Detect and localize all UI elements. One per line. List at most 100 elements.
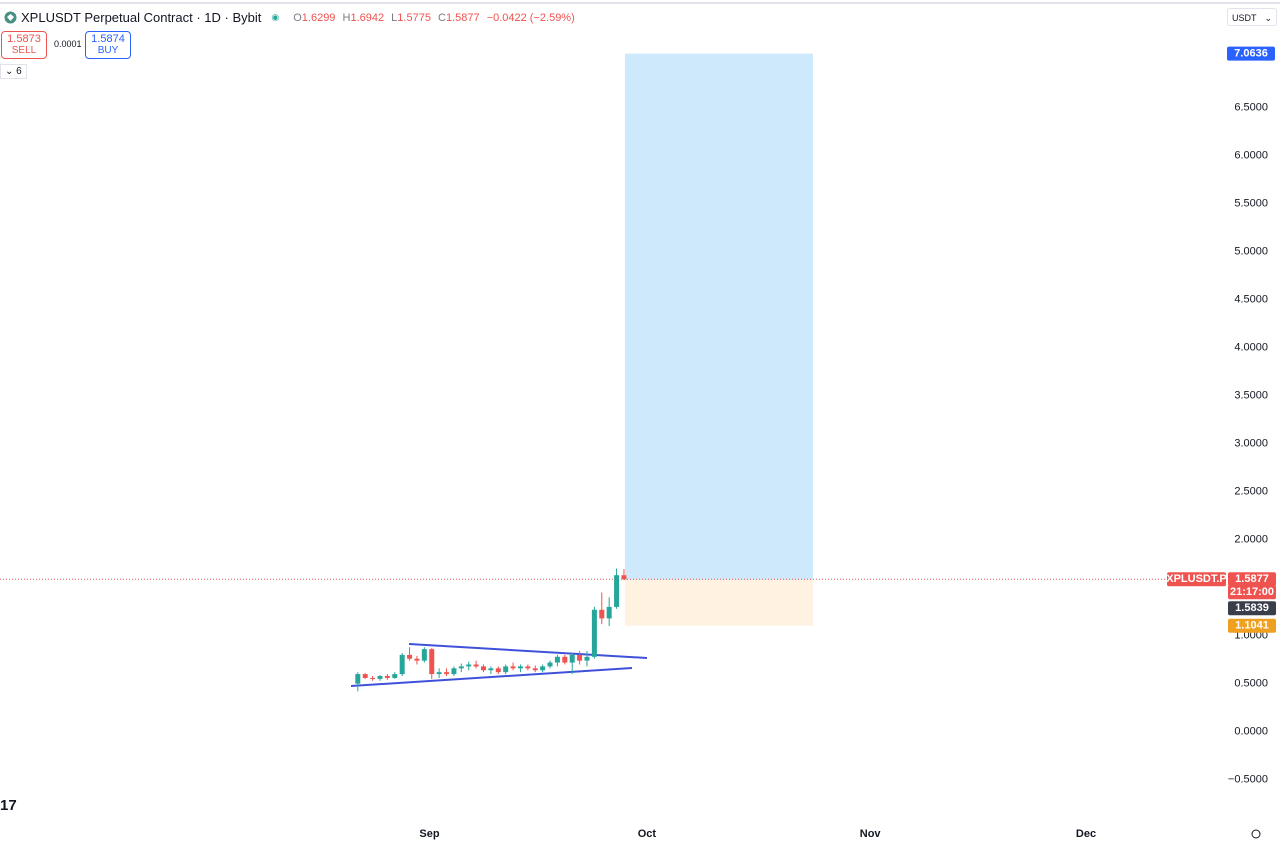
symbol-title[interactable]: XPLUSDT Perpetual Contract · 1D · Bybit — [21, 10, 262, 25]
y-tick-label: 3.0000 — [1234, 438, 1268, 450]
candle-body — [362, 674, 368, 678]
ohlc-label: O — [293, 11, 302, 24]
y-tick-label: 5.5000 — [1234, 198, 1268, 210]
ohlc: O1.6299 H1.6942 L1.5775 C1.5877 −0.0422 … — [293, 12, 579, 24]
candle-body — [473, 664, 479, 667]
buy-button[interactable]: 1.5874 BUY — [85, 31, 131, 59]
entry-label-text: 1.5839 — [1235, 602, 1269, 614]
ohlc-value: 1.6299 — [301, 11, 336, 24]
candle-body — [414, 658, 420, 661]
candle-body — [569, 654, 575, 663]
change: −0.0422 (−2.59%) — [486, 11, 575, 24]
y-tick-label: 3.5000 — [1234, 390, 1268, 402]
status-dot: ◉ — [271, 12, 280, 22]
tv-logo: 17 — [0, 797, 17, 814]
stop-label: 1.1041 — [1228, 618, 1276, 633]
stop-label-bg — [1228, 618, 1276, 633]
symbol-label-bg — [1167, 572, 1226, 587]
buy-price: 1.5874 — [91, 33, 125, 45]
ohlc-value: 1.5775 — [397, 11, 431, 24]
countdown-label: 21:17:00 — [1228, 585, 1276, 600]
candle-body — [577, 654, 583, 661]
ohlc-label: H — [342, 11, 351, 24]
candle-body — [540, 666, 546, 671]
entry-label-bg — [1228, 601, 1276, 616]
y-tick-label: 2.0000 — [1234, 534, 1268, 546]
target-label-text: 7.0636 — [1234, 48, 1268, 60]
candle-body — [591, 609, 597, 657]
candle-body — [532, 668, 538, 671]
candle-body — [436, 672, 442, 675]
candle-body — [458, 666, 464, 669]
candle-body — [444, 672, 450, 675]
x-tick-label: Nov — [860, 828, 882, 840]
candle-body — [392, 674, 398, 678]
symbol-label: XPLUSDT.P — [1166, 572, 1227, 587]
ohlc-label: C — [438, 11, 446, 24]
candle-body — [554, 656, 560, 663]
candle-body — [466, 664, 472, 667]
countdown-label-text: 21:17:00 — [1230, 586, 1274, 598]
candle-body — [488, 668, 494, 671]
candle-body — [370, 677, 376, 679]
indicators-toggle[interactable]: ⌄ 6 — [0, 64, 27, 79]
logo — [4, 11, 17, 24]
trend-line — [350, 667, 633, 687]
buy-label: BUY — [97, 45, 119, 56]
y-tick-label: 5.0000 — [1234, 246, 1268, 258]
candle-body — [517, 666, 523, 669]
candle-body — [503, 666, 509, 673]
y-tick-label: 0.0000 — [1234, 726, 1268, 738]
y-tick-label: 1.0000 — [1234, 630, 1268, 642]
symbol-label-text: XPLUSDT.P — [1166, 573, 1227, 585]
header: XPLUSDT Perpetual Contract · 1D · Bybit … — [4, 10, 579, 25]
price-label-bg — [1228, 572, 1276, 587]
ohlc-label: L — [391, 11, 398, 24]
candle-body — [377, 676, 383, 679]
candle-body — [562, 656, 568, 663]
target-label: 7.0636 — [1227, 46, 1275, 61]
candle-body — [495, 668, 501, 673]
candle-body — [384, 676, 390, 678]
candle-body — [451, 668, 457, 675]
candle-body — [480, 666, 486, 671]
candle-body — [525, 666, 531, 669]
ohlc-value: 1.6942 — [350, 11, 385, 24]
countdown-label-bg — [1228, 585, 1276, 600]
y-tick-label: 1.5000 — [1234, 582, 1268, 594]
currency: USDT — [1232, 13, 1257, 23]
candle-body — [606, 606, 612, 619]
stop-label-text: 1.1041 — [1235, 620, 1269, 632]
y-tick-label: 6.5000 — [1234, 102, 1268, 114]
ohlc-value: 1.5877 — [445, 11, 480, 24]
top-border — [0, 2, 1280, 4]
sell-button[interactable]: 1.5873 SELL — [1, 31, 47, 59]
settings-icon[interactable] — [1251, 829, 1261, 839]
y-tick-label: 0.5000 — [1234, 678, 1268, 690]
candle-body — [510, 666, 516, 669]
y-tick-label: 4.5000 — [1234, 294, 1268, 306]
y-tick-label: −0.5000 — [1228, 774, 1268, 786]
candle-body — [421, 649, 427, 661]
currency-select[interactable]: USDT ⌄ — [1227, 8, 1277, 26]
candle-body — [399, 654, 405, 675]
stop-zone — [624, 579, 813, 626]
x-tick-label: Sep — [419, 828, 439, 840]
candle-body — [584, 656, 590, 661]
candle-body — [599, 609, 605, 619]
sell-price: 1.5873 — [7, 33, 41, 45]
x-tick-label: Oct — [638, 828, 657, 840]
target-zone — [624, 53, 813, 580]
candle-body — [429, 649, 435, 675]
y-tick-label: 2.5000 — [1234, 486, 1268, 498]
target-label-bg — [1227, 46, 1275, 61]
indicators-count: 6 — [16, 66, 22, 77]
candle-body — [407, 654, 413, 659]
x-tick-label: Dec — [1076, 828, 1096, 840]
price-label-text: 1.5877 — [1235, 573, 1269, 585]
candle-body — [355, 674, 361, 684]
sell-label: SELL — [11, 45, 37, 56]
entry-label: 1.5839 — [1228, 601, 1276, 616]
